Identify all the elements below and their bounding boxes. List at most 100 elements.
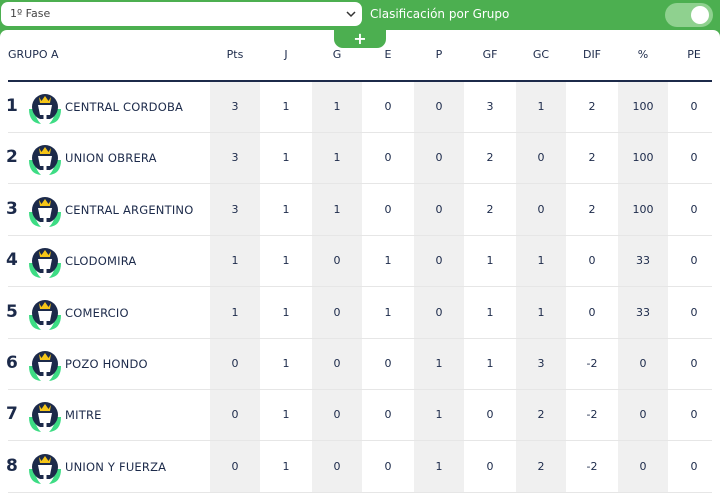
stat-cell: 2 — [588, 151, 596, 165]
row-divider — [8, 491, 712, 493]
stat-cell: 3 — [486, 100, 494, 113]
stat-cell: 1 — [282, 151, 290, 165]
stat-cell: 2 — [486, 151, 494, 165]
stat-cell: 2 — [537, 408, 545, 422]
trophy-badge-icon — [26, 295, 64, 333]
table-row[interactable]: 7 MITRE 0 1 0 0 1 0 2 -2 0 0 — [0, 390, 720, 442]
stat-cell: 100 — [632, 202, 654, 216]
group-title: GRUPO A — [8, 48, 59, 61]
stat-cell: 1 — [486, 254, 494, 268]
stat-cell: 0 — [486, 459, 494, 473]
stat-cell: 2 — [537, 459, 545, 473]
stat-cell: 0 — [333, 459, 341, 473]
header-divider — [8, 80, 712, 82]
column-shade — [516, 82, 566, 494]
stat-cell: 1 — [333, 100, 341, 113]
stat-cell: 0 — [690, 459, 698, 473]
stat-cell: 0 — [231, 459, 239, 473]
team-name[interactable]: UNION Y FUERZA — [65, 459, 167, 474]
stat-cell: 0 — [639, 357, 647, 370]
column-header: G — [332, 48, 342, 61]
stat-cell: 0 — [639, 459, 647, 473]
stat-cell: 0 — [384, 459, 392, 473]
table-row[interactable]: 2 UNION OBRERA 3 1 1 0 0 2 0 2 100 0 — [0, 133, 720, 185]
stat-cell: 0 — [588, 254, 596, 268]
stat-cell: 1 — [282, 408, 290, 422]
team-name[interactable]: CENTRAL ARGENTINO — [65, 202, 194, 217]
stat-cell: 0 — [690, 100, 698, 113]
stat-cell: 0 — [384, 151, 392, 165]
table-row[interactable]: 3 CENTRAL ARGENTINO 3 1 1 0 0 2 0 2 100 0 — [0, 185, 720, 236]
column-header: GF — [482, 48, 498, 61]
stat-cell: 0 — [537, 202, 545, 216]
stat-cell: 1 — [333, 202, 341, 216]
column-shade — [312, 82, 362, 494]
stat-cell: 0 — [435, 100, 443, 113]
add-button[interactable]: + — [334, 30, 386, 48]
stat-cell: 0 — [690, 254, 698, 268]
stat-cell: 3 — [231, 202, 239, 216]
row-divider — [8, 389, 712, 390]
trophy-badge-icon — [26, 449, 64, 487]
stat-cell: 33 — [636, 254, 650, 268]
stat-cell: 0 — [231, 357, 239, 370]
position-number: 1 — [6, 96, 18, 116]
classification-label: Clasificación por Grupo — [370, 7, 510, 21]
stat-cell: 1 — [537, 100, 545, 113]
phase-select-value: 1º Fase — [10, 7, 51, 20]
stat-cell: 1 — [231, 254, 239, 268]
position-number: 2 — [6, 147, 18, 168]
stat-cell: 1 — [282, 254, 290, 268]
column-shade — [210, 82, 260, 494]
stat-cell: -2 — [586, 357, 598, 370]
stat-cell: 1 — [384, 254, 392, 268]
stat-cell: 0 — [384, 357, 392, 370]
stat-cell: 3 — [231, 100, 239, 113]
row-divider — [8, 132, 712, 133]
stat-cell: 1 — [537, 254, 545, 268]
team-name[interactable]: CENTRAL CORDOBA — [65, 100, 184, 114]
stat-cell: 1 — [435, 357, 443, 370]
top-bar: 1º Fase Clasificación por Grupo — [0, 0, 720, 30]
team-name[interactable]: COMERCIO — [65, 305, 129, 320]
stat-cell: 0 — [690, 202, 698, 216]
stat-cell: 3 — [231, 151, 239, 165]
row-divider — [8, 440, 712, 442]
trophy-badge-icon — [26, 397, 64, 435]
stat-cell: 100 — [632, 100, 654, 113]
column-shade — [618, 82, 668, 494]
stat-cell: 0 — [690, 357, 698, 370]
stat-cell: 0 — [435, 305, 443, 319]
team-name[interactable]: POZO HONDO — [65, 357, 148, 371]
table-row[interactable]: 1 CENTRAL CORDOBA 3 1 1 0 0 3 1 2 100 0 — [0, 82, 720, 133]
team-name[interactable]: MITRE — [65, 408, 102, 423]
stat-cell: 0 — [588, 305, 596, 319]
stat-cell: 0 — [333, 254, 341, 268]
team-name[interactable]: CLODOMIRA — [65, 254, 137, 269]
stat-cell: 100 — [632, 151, 654, 165]
table-row[interactable]: 4 CLODOMIRA 1 1 0 1 0 1 1 0 33 0 — [0, 236, 720, 288]
stat-cell: 1 — [282, 357, 290, 370]
table-row[interactable]: 8 UNION Y FUERZA 0 1 0 0 1 0 2 -2 0 0 — [0, 442, 720, 493]
column-header: GC — [532, 48, 550, 61]
stat-cell: 1 — [486, 305, 494, 319]
position-number: 5 — [6, 301, 18, 322]
column-header: PE — [687, 48, 701, 61]
table-row[interactable]: 5 COMERCIO 1 1 0 1 0 1 1 0 33 0 — [0, 288, 720, 339]
trophy-badge-icon — [26, 89, 64, 127]
stat-cell: 1 — [282, 202, 290, 216]
stat-cell: 0 — [639, 408, 647, 422]
phase-select[interactable]: 1º Fase — [1, 2, 362, 26]
stat-cell: 1 — [282, 459, 290, 473]
stat-cell: 1 — [486, 357, 494, 370]
column-header: DIF — [582, 48, 602, 61]
stat-cell: 33 — [636, 305, 650, 319]
toggle-knob — [691, 6, 709, 24]
stat-cell: 0 — [231, 408, 239, 422]
stat-cell: 1 — [435, 459, 443, 473]
stat-cell: 0 — [333, 305, 341, 319]
table-row[interactable]: 6 POZO HONDO 0 1 0 0 1 1 3 -2 0 0 — [0, 339, 720, 390]
team-name[interactable]: UNION OBRERA — [65, 151, 157, 166]
stat-cell: 0 — [486, 408, 494, 422]
view-toggle[interactable] — [665, 3, 713, 27]
